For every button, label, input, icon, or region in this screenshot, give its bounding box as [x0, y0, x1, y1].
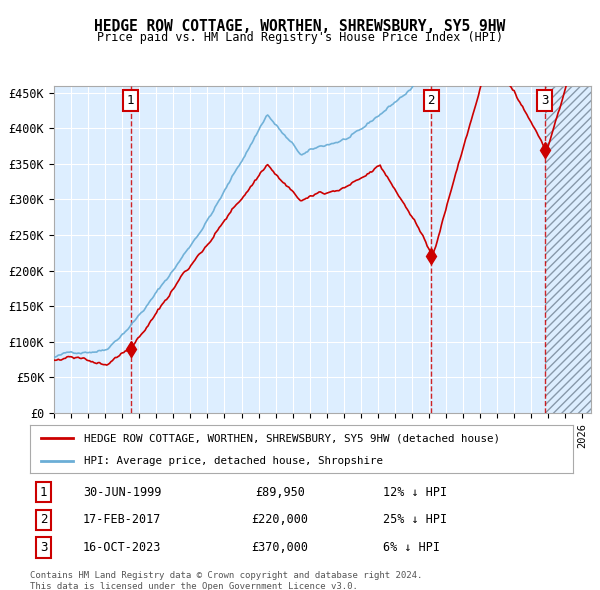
Text: 25% ↓ HPI: 25% ↓ HPI	[383, 513, 447, 526]
Text: 1: 1	[40, 486, 47, 499]
Text: Price paid vs. HM Land Registry's House Price Index (HPI): Price paid vs. HM Land Registry's House …	[97, 31, 503, 44]
Text: £89,950: £89,950	[255, 486, 305, 499]
Text: Contains HM Land Registry data © Crown copyright and database right 2024.: Contains HM Land Registry data © Crown c…	[30, 571, 422, 580]
Text: 17-FEB-2017: 17-FEB-2017	[83, 513, 161, 526]
Text: This data is licensed under the Open Government Licence v3.0.: This data is licensed under the Open Gov…	[30, 582, 358, 590]
Text: £220,000: £220,000	[251, 513, 308, 526]
Text: 3: 3	[40, 541, 47, 554]
Bar	[545, 86, 591, 413]
Text: 1: 1	[127, 94, 134, 107]
Text: 16-OCT-2023: 16-OCT-2023	[83, 541, 161, 554]
Text: 2: 2	[427, 94, 435, 107]
Text: 3: 3	[541, 94, 548, 107]
Text: £370,000: £370,000	[251, 541, 308, 554]
Text: 30-JUN-1999: 30-JUN-1999	[83, 486, 161, 499]
Text: 12% ↓ HPI: 12% ↓ HPI	[383, 486, 447, 499]
Text: HPI: Average price, detached house, Shropshire: HPI: Average price, detached house, Shro…	[85, 456, 383, 466]
Text: HEDGE ROW COTTAGE, WORTHEN, SHREWSBURY, SY5 9HW (detached house): HEDGE ROW COTTAGE, WORTHEN, SHREWSBURY, …	[85, 433, 500, 443]
Text: 2: 2	[40, 513, 47, 526]
Text: 6% ↓ HPI: 6% ↓ HPI	[383, 541, 440, 554]
Text: HEDGE ROW COTTAGE, WORTHEN, SHREWSBURY, SY5 9HW: HEDGE ROW COTTAGE, WORTHEN, SHREWSBURY, …	[94, 19, 506, 34]
